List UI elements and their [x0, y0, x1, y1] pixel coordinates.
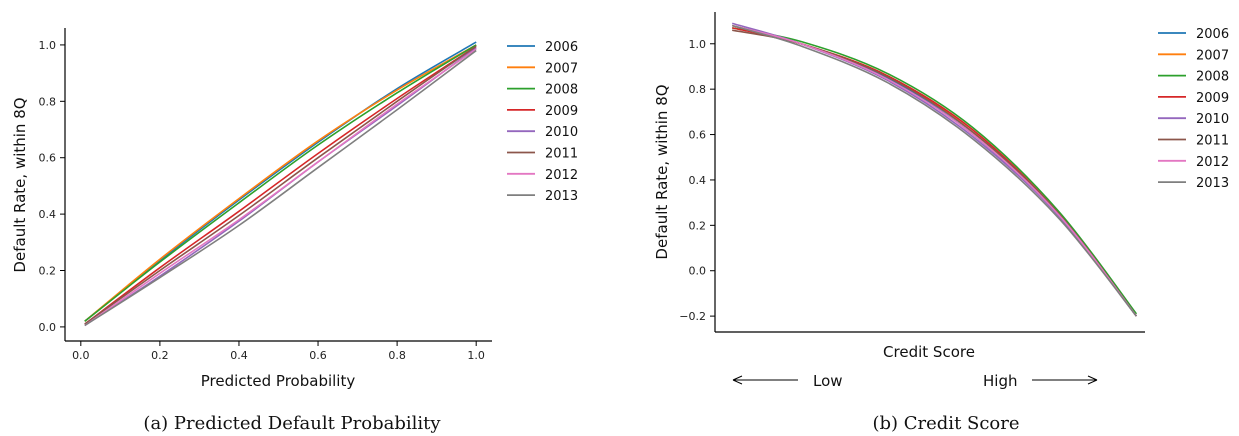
chart-b-y-tick-label: 0.4 [689, 174, 707, 187]
left-arrowhead-icon [732, 375, 743, 385]
chart-a-series-2011 [84, 45, 477, 325]
chart-a-legend-label-2006: 2006 [545, 40, 578, 55]
chart-b-axes [714, 12, 1145, 333]
chart-b-y-tick-label: 0.8 [689, 83, 707, 96]
chart-b-y-tick-label: −0.2 [679, 310, 706, 323]
chart-b-legend: 2006 2007 2008 2009 2010 2011 2012 2013 [1158, 27, 1229, 191]
chart-a-legend-label-2010: 2010 [545, 125, 578, 140]
chart-b-y-label: Default Rate, within 8Q [653, 84, 671, 259]
chart-a-y-tick-label: 0.4 [39, 208, 57, 221]
chart-a-y-tick-label: 1.0 [39, 39, 57, 52]
chart-b-legend-label-2008: 2008 [1196, 70, 1229, 85]
chart-a-x-tick-label: 1.0 [467, 349, 485, 362]
chart-b-series-2013 [731, 24, 1138, 317]
chart-a-series-2009 [84, 45, 477, 325]
chart-b-series-2010 [731, 22, 1138, 317]
chart-b-legend-label-2006: 2006 [1196, 27, 1229, 42]
chart-a-legend-label-2011: 2011 [545, 147, 578, 162]
chart-a-x-label: Predicted Probability [201, 372, 356, 390]
chart-a-series-2012 [84, 48, 477, 327]
chart-a-caption: (a) Predicted Default Probability [143, 413, 441, 434]
chart-b-legend-label-2013: 2013 [1196, 176, 1229, 191]
chart-b-series-2006 [731, 24, 1138, 317]
chart-a: 0.0 0.2 0.4 0.6 0.8 1.0 0.0 0.2 0.4 0.6 0.8 1.0 Pr… [11, 28, 578, 434]
chart-a-x-tick-label: 0.6 [309, 349, 327, 362]
chart-a-series [84, 41, 477, 327]
chart-b-legend-label-2007: 2007 [1196, 48, 1229, 63]
chart-a-legend-label-2012: 2012 [545, 168, 578, 183]
chart-a-legend: 2006 2007 2008 2009 2010 2011 2012 2013 [507, 40, 578, 204]
chart-b-legend-label-2012: 2012 [1196, 155, 1229, 170]
chart-b-series-2012 [731, 24, 1138, 317]
chart-a-y-tick-label: 0.0 [39, 321, 57, 334]
chart-b-y-tick-label: 0.0 [689, 265, 707, 278]
chart-a-axes [64, 28, 492, 342]
chart-b-legend-label-2009: 2009 [1196, 91, 1229, 106]
chart-a-x-tick-label: 0.0 [72, 349, 90, 362]
chart-a-x-tick-label: 0.2 [151, 349, 169, 362]
chart-b-y-tick-label: 0.6 [689, 129, 707, 142]
high-label: High [983, 372, 1017, 390]
chart-b: −0.2 0.0 0.2 0.4 0.6 0.8 1.0 Credit Score Defa… [653, 12, 1229, 434]
chart-b-legend-label-2011: 2011 [1196, 134, 1229, 149]
chart-a-y-tick-label: 0.8 [39, 95, 57, 108]
chart-a-legend-label-2013: 2013 [545, 189, 578, 204]
chart-b-caption: (b) Credit Score [872, 413, 1019, 434]
chart-a-y-tick-label: 0.6 [39, 152, 57, 165]
low-label: Low [813, 372, 843, 390]
chart-a-series-2013 [84, 49, 477, 327]
chart-a-y-label: Default Rate, within 8Q [11, 97, 29, 272]
chart-b-x-label: Credit Score [883, 343, 975, 361]
chart-b-series-2008 [732, 27, 1138, 315]
chart-a-y-tick-label: 0.2 [39, 265, 57, 278]
chart-a-x-ticks: 0.0 0.2 0.4 0.6 0.8 1.0 [72, 341, 485, 362]
chart-a-y-ticks: 0.0 0.2 0.4 0.6 0.8 1.0 [39, 39, 65, 334]
chart-b-direction-indicator: Low High [732, 372, 1098, 390]
chart-b-series-2011 [732, 29, 1138, 317]
right-arrowhead-icon [1087, 375, 1098, 385]
chart-a-x-tick-label: 0.8 [388, 349, 406, 362]
chart-b-y-ticks: −0.2 0.0 0.2 0.4 0.6 0.8 1.0 [679, 38, 715, 323]
chart-b-legend-label-2010: 2010 [1196, 112, 1229, 127]
chart-b-y-tick-label: 0.2 [689, 219, 707, 232]
chart-a-series-2008 [84, 44, 477, 322]
chart-a-legend-label-2009: 2009 [545, 104, 578, 119]
chart-a-legend-label-2007: 2007 [545, 61, 578, 76]
chart-a-series-2006 [84, 41, 477, 322]
chart-a-x-tick-label: 0.4 [230, 349, 248, 362]
chart-a-legend-label-2008: 2008 [545, 83, 578, 98]
chart-b-series-2007 [731, 24, 1138, 317]
chart-b-series-2009 [732, 27, 1138, 317]
chart-a-series-2007 [84, 44, 477, 322]
chart-b-series [731, 22, 1138, 317]
chart-b-y-tick-label: 1.0 [689, 38, 707, 51]
